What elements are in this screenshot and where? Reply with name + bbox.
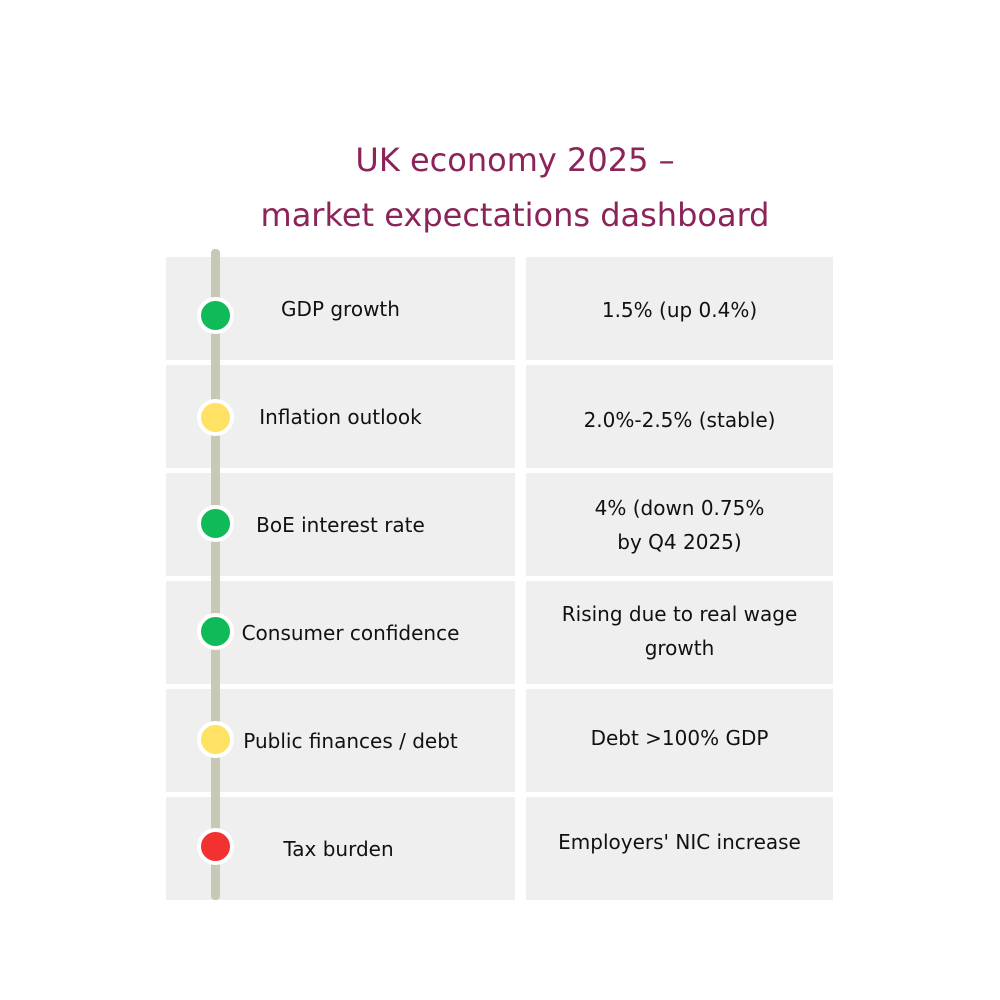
title-line-2: market expectations dashboard bbox=[260, 196, 770, 235]
indicator-label: Public finances / debt bbox=[243, 728, 458, 753]
indicator-cell-interest-rate: BoE interest rate bbox=[166, 473, 515, 576]
value-cell-tax-burden: Employers' NIC increase bbox=[526, 797, 833, 900]
value-label: Employers' NIC increase bbox=[558, 830, 801, 854]
indicator-label: Consumer confidence bbox=[241, 620, 460, 645]
indicator-label: BoE interest rate bbox=[256, 512, 425, 537]
status-dot-gdp bbox=[197, 297, 234, 334]
status-dot-interest-rate bbox=[197, 505, 234, 542]
value-label: Rising due to real wage growth bbox=[561, 602, 798, 660]
value-cell-gdp: 1.5% (up 0.4%) bbox=[526, 257, 833, 360]
dashboard-grid: GDP growth 1.5% (up 0.4%) Inflation outl… bbox=[166, 249, 834, 901]
timeline-line bbox=[211, 249, 220, 900]
status-dot-consumer-confidence bbox=[197, 613, 234, 650]
value-label: 2.0%-2.5% (stable) bbox=[583, 408, 776, 432]
title-line-1: UK economy 2025 – bbox=[355, 141, 675, 180]
value-label: Debt >100% GDP bbox=[590, 726, 769, 750]
value-cell-inflation: 2.0%-2.5% (stable) bbox=[526, 365, 833, 468]
indicator-label: Inflation outlook bbox=[259, 404, 422, 429]
indicator-cell-inflation: Inflation outlook bbox=[166, 365, 515, 468]
indicator-label: GDP growth bbox=[281, 296, 400, 321]
indicator-label: Tax burden bbox=[283, 836, 394, 861]
value-label: 1.5% (up 0.4%) bbox=[601, 298, 758, 322]
page-title: UK economy 2025 – market expectations da… bbox=[0, 133, 1000, 243]
value-cell-interest-rate: 4% (down 0.75% by Q4 2025) bbox=[526, 473, 833, 576]
value-cell-consumer-confidence: Rising due to real wage growth bbox=[526, 581, 833, 684]
value-cell-public-finances: Debt >100% GDP bbox=[526, 689, 833, 792]
status-dot-public-finances bbox=[197, 721, 234, 758]
status-dot-inflation bbox=[197, 399, 234, 436]
value-label: 4% (down 0.75% by Q4 2025) bbox=[594, 496, 765, 554]
status-dot-tax-burden bbox=[197, 828, 234, 865]
